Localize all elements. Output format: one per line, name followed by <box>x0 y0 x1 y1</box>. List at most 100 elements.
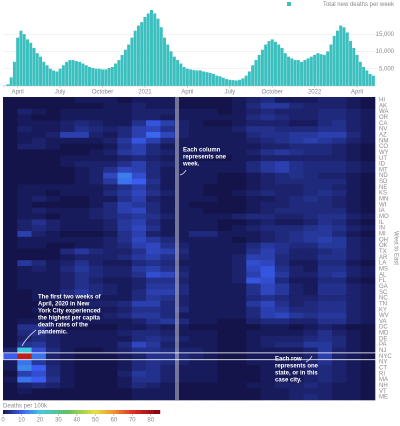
heat-cell <box>146 161 161 168</box>
heat-cell <box>160 131 175 139</box>
heat-cell <box>203 300 218 308</box>
heat-cell <box>103 295 118 302</box>
heat-cell <box>332 225 347 232</box>
heat-cell <box>103 347 118 354</box>
heat-cell <box>289 335 304 343</box>
heat-cell <box>103 341 118 348</box>
heat-cell <box>289 178 304 185</box>
heat-cell <box>17 161 32 168</box>
heat-cell <box>103 306 118 313</box>
heat-cell <box>117 120 133 127</box>
heat-cell <box>203 114 218 121</box>
heat-cell <box>74 271 90 278</box>
heat-cell <box>74 376 90 383</box>
heat-cell <box>189 102 204 109</box>
heat-cell <box>231 382 247 389</box>
colorbar-segment <box>141 410 144 414</box>
heat-cell <box>103 137 118 144</box>
heat-cell <box>174 277 190 284</box>
heat-cell <box>117 114 133 121</box>
heat-cell <box>131 201 147 209</box>
heat-cell <box>317 143 333 150</box>
heat-cell <box>317 318 333 325</box>
heat-cell <box>117 190 133 197</box>
heat-cell <box>131 120 147 127</box>
heat-cell <box>60 271 75 278</box>
heat-cell <box>31 231 47 238</box>
heat-cell <box>88 376 104 383</box>
bar <box>179 63 183 86</box>
heat-cell <box>289 143 304 150</box>
row-label: WY <box>379 150 389 156</box>
heat-cell <box>17 242 32 249</box>
heat-cell <box>217 126 233 133</box>
heat-cell <box>17 196 32 203</box>
heat-cell <box>189 120 204 127</box>
heat-cell <box>332 126 347 133</box>
x-tick-label: July <box>224 90 235 96</box>
heat-cell <box>260 254 276 261</box>
heat-cell <box>45 353 61 360</box>
heat-cell <box>74 201 90 209</box>
heat-cell <box>31 143 47 150</box>
heat-cell <box>189 108 204 115</box>
heat-cell <box>246 131 261 139</box>
heat-cell <box>289 201 304 209</box>
heat-cell <box>231 196 247 203</box>
heat-cell <box>74 149 90 156</box>
heat-cell <box>74 277 90 284</box>
bar <box>68 60 72 86</box>
heat-cell <box>303 318 319 325</box>
heat-cell <box>246 324 261 331</box>
heat-cell <box>60 131 75 139</box>
heat-cell <box>45 231 61 238</box>
heat-cell <box>3 207 18 214</box>
heat-cell <box>317 295 333 302</box>
heat-cell <box>45 359 61 366</box>
heat-cell <box>346 225 361 232</box>
heat-cell <box>317 213 333 220</box>
heat-cell <box>3 225 18 232</box>
heat-cell <box>117 201 133 209</box>
bar <box>241 78 245 86</box>
heat-cell <box>74 131 90 139</box>
heat-cell <box>3 155 18 162</box>
heat-cell <box>88 143 104 150</box>
heat-cell <box>88 359 104 366</box>
colorbar-segment <box>99 410 102 414</box>
heat-cell <box>274 248 290 255</box>
heat-cell <box>174 324 190 331</box>
heat-cell <box>303 260 319 267</box>
heat-cell <box>17 277 32 284</box>
colorbar-segment <box>71 410 74 414</box>
heat-cell <box>303 108 319 115</box>
heat-cell <box>160 388 175 395</box>
heat-cell <box>31 324 47 331</box>
heat-cell <box>31 126 47 133</box>
heat-cell <box>303 254 319 261</box>
heat-cell <box>117 225 133 232</box>
heat-cell <box>246 225 261 232</box>
heat-cell <box>274 376 290 383</box>
heat-cell <box>303 196 319 203</box>
annotation: death rates of the <box>38 323 89 329</box>
heat-cell <box>160 248 175 255</box>
bar <box>264 44 268 86</box>
heat-cell <box>260 126 276 133</box>
heat-cell <box>117 172 133 179</box>
heat-cell <box>3 335 18 343</box>
heat-cell <box>189 143 204 150</box>
heat-cell <box>31 353 47 360</box>
heat-cell <box>217 335 233 343</box>
heat-cell <box>246 248 261 255</box>
heat-cell <box>3 324 18 331</box>
heat-cell <box>103 120 118 127</box>
heat-cell <box>360 260 376 267</box>
heat-cell <box>317 335 333 343</box>
heat-cell <box>260 108 276 115</box>
heat-cell <box>60 161 75 168</box>
heat-cell <box>74 370 90 377</box>
heat-cell <box>189 219 204 226</box>
heat-cell <box>45 289 61 296</box>
heat-cell <box>289 213 304 220</box>
